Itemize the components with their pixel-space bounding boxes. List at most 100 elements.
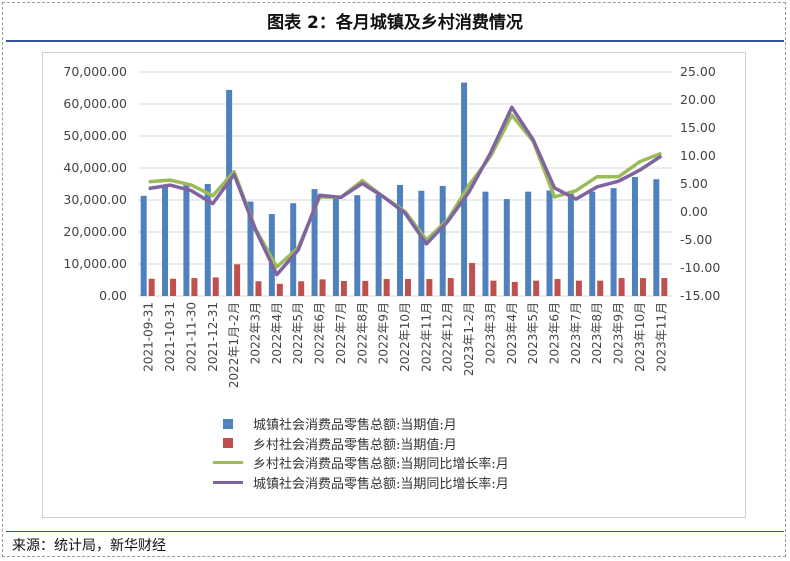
category-label: 2022年4月 (270, 302, 284, 364)
legend-line-swatch (213, 461, 243, 465)
source-divider (6, 531, 784, 532)
category-label: 2021-12-31 (206, 302, 220, 372)
category-label: 2023年4月 (505, 302, 519, 364)
right-tick-label: 0.00 (680, 204, 708, 219)
legend-item: 城镇社会消费品零售总额:当期同比增长率:月 (213, 473, 509, 493)
urban-sales-bar (439, 185, 446, 296)
urban-sales-bar (503, 199, 510, 296)
right-tick-label: 10.00 (680, 148, 716, 163)
category-label: 2022年1月-2月 (227, 302, 241, 388)
right-tick-label: -10.00 (680, 260, 720, 275)
category-label: 2023年10月 (633, 302, 647, 372)
category-label: 2022年11月 (419, 302, 433, 372)
right-tick-label: 25.00 (680, 64, 716, 79)
rural-sales-bar (490, 280, 497, 296)
urban-growth-line (148, 105, 663, 277)
rural-growth-line (148, 113, 662, 269)
urban-sales-bar (247, 201, 254, 296)
rural-sales-bar (255, 281, 262, 296)
legend-label: 城镇社会消费品零售总额:当期同比增长率:月 (253, 476, 509, 492)
urban-sales-bar (226, 89, 233, 296)
left-tick-label: 70,000.00 (63, 64, 127, 79)
rural-sales-bar (212, 277, 219, 296)
rural-sales-bar (618, 278, 625, 296)
category-label: 2023年1-2月 (462, 302, 476, 376)
category-label: 2021-11-30 (184, 302, 198, 372)
category-label: 2021-10-31 (163, 302, 177, 372)
legend-item: 乡村社会消费品零售总额:当期同比增长率:月 (213, 453, 509, 473)
left-tick-label: 10,000.00 (63, 256, 127, 271)
rural-sales-bar (234, 264, 241, 296)
source-note: 来源：统计局，新华财经 (12, 538, 166, 554)
urban-sales-bar (375, 194, 382, 296)
rural-sales-bar (405, 279, 411, 296)
rural-sales-bar (148, 278, 155, 296)
rural-sales-bar (362, 280, 369, 296)
rural-sales-bar (298, 281, 305, 296)
category-label: 2023年8月 (590, 302, 604, 364)
urban-sales-bar (140, 195, 147, 296)
rural-sales-bar (661, 278, 668, 296)
legend-line-swatch (213, 480, 243, 484)
rural-sales-bar (469, 263, 476, 296)
right-tick-label: -15.00 (680, 288, 720, 303)
urban-sales-bar (525, 191, 532, 296)
rural-sales-bar (319, 279, 326, 296)
right-tick-label: 15.00 (680, 120, 716, 135)
rural-sales-bar (533, 280, 540, 296)
urban-sales-bar (482, 191, 489, 296)
right-tick-label: 20.00 (680, 92, 716, 107)
category-label: 2022年3月 (248, 302, 262, 364)
rural-sales-bar (170, 278, 177, 296)
category-label: 2023年3月 (483, 302, 497, 364)
category-label: 2022年6月 (313, 302, 327, 364)
left-tick-label: 50,000.00 (63, 128, 127, 143)
urban-sales-bar (461, 82, 468, 296)
urban-sales-bar (397, 184, 403, 296)
right-tick-label: -5.00 (680, 232, 712, 247)
urban-sales-bar (183, 184, 190, 296)
left-tick-label: 40,000.00 (63, 160, 127, 175)
category-label: 2022年8月 (355, 302, 369, 364)
category-label: 2022年12月 (441, 302, 455, 372)
urban-sales-bar (589, 191, 596, 296)
legend-label: 乡村社会消费品零售总额:当期同比增长率:月 (253, 457, 509, 473)
chart-frame (42, 52, 746, 518)
category-label: 2022年5月 (291, 302, 305, 364)
rural-sales-bar (276, 283, 283, 296)
rural-sales-bar (447, 278, 454, 296)
rural-sales-bar (511, 281, 518, 296)
rural-sales-bar (575, 280, 582, 296)
category-label: 2023年6月 (548, 302, 562, 364)
urban-sales-bar (354, 195, 361, 296)
title-divider (6, 40, 784, 42)
rural-sales-bar (639, 278, 646, 296)
urban-sales-bar (290, 203, 297, 296)
legend-bar-swatch (223, 418, 233, 429)
chart-legend: 城镇社会消费品零售总额:当期值:月乡村社会消费品零售总额:当期值:月乡村社会消费… (213, 414, 509, 492)
rural-sales-bar (340, 280, 347, 296)
category-label: 2023年11月 (654, 302, 668, 372)
category-label: 2023年9月 (612, 302, 626, 364)
legend-bar-swatch (223, 438, 233, 449)
rural-sales-bar (597, 280, 604, 296)
rural-sales-bar (426, 279, 433, 296)
left-tick-label: 30,000.00 (63, 192, 127, 207)
urban-sales-bar (567, 193, 574, 296)
right-tick-label: 5.00 (680, 176, 708, 191)
left-tick-label: 60,000.00 (63, 96, 127, 111)
urban-sales-bar (631, 176, 638, 296)
legend-item: 乡村社会消费品零售总额:当期值:月 (213, 434, 509, 454)
urban-sales-bar (610, 188, 617, 296)
category-label: 2022年9月 (377, 302, 391, 364)
category-label: 2022年7月 (334, 302, 348, 364)
urban-sales-bar (311, 189, 318, 296)
legend-item: 城镇社会消费品零售总额:当期值:月 (213, 414, 509, 434)
urban-sales-bar (653, 179, 660, 296)
left-tick-label: 0.00 (99, 288, 127, 303)
rural-sales-bar (383, 279, 390, 296)
legend-label: 乡村社会消费品零售总额:当期值:月 (253, 437, 457, 453)
